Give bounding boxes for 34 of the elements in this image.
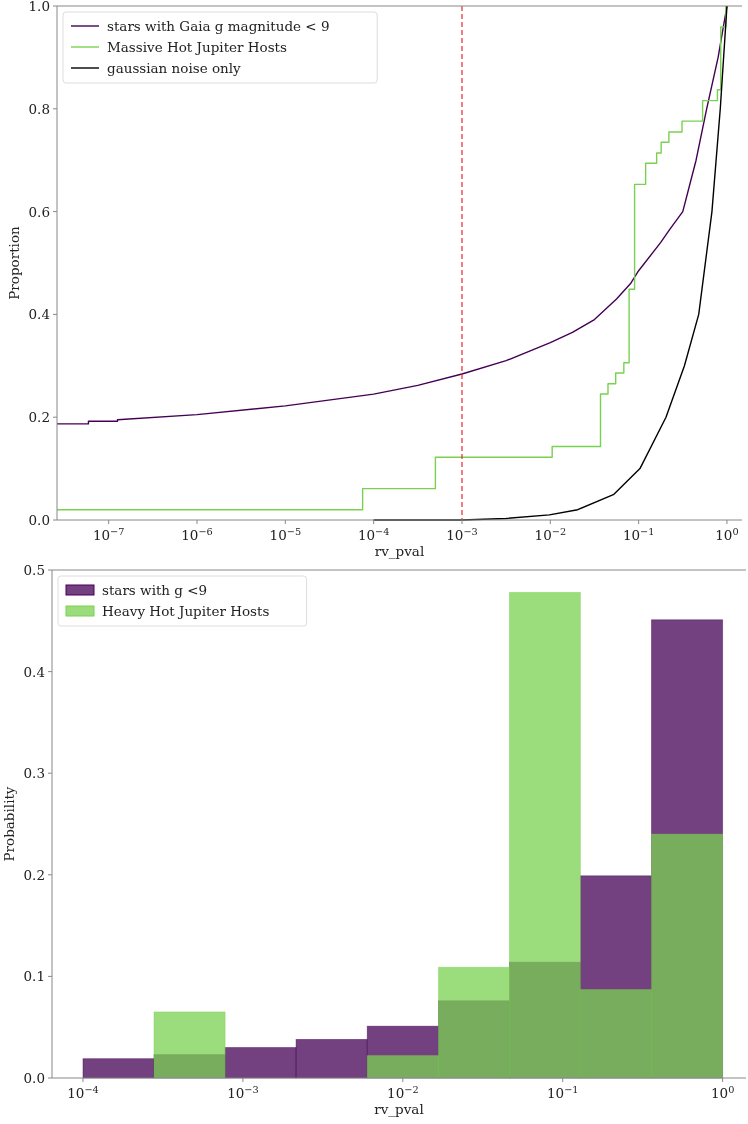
y-axis-title: Probability <box>1 786 17 862</box>
x-tick-label: 10$^{−2}$ <box>534 525 567 543</box>
y-tick-label: 0.0 <box>28 512 50 528</box>
x-tick-label: 10$^{−3}$ <box>227 1083 259 1101</box>
y-tick-label: 0.2 <box>23 866 45 883</box>
y-tick-label: 0.1 <box>23 968 45 985</box>
y-axis-title: Proportion <box>6 225 22 300</box>
y-tick-label: 0.2 <box>28 409 50 426</box>
legend-label: Heavy Hot Jupiter Hosts <box>102 603 270 619</box>
y-tick-label: 1.0 <box>28 0 50 14</box>
x-tick-label: 10$^{−1}$ <box>622 525 655 543</box>
x-tick-label: 10$^{−5}$ <box>269 525 302 543</box>
legend-label: Massive Hot Jupiter Hosts <box>107 39 288 55</box>
x-tick-label: 10$^{−7}$ <box>92 525 125 543</box>
legend-label: gaussian noise only <box>107 60 242 76</box>
y-tick-label: 0.8 <box>28 100 50 117</box>
y-tick-label: 0.0 <box>23 1070 45 1086</box>
x-tick-label: 10$^{−4}$ <box>67 1083 99 1101</box>
y-tick-label: 0.4 <box>23 663 45 680</box>
x-tick-label: 10$^{−3}$ <box>446 525 478 543</box>
x-tick-label: 10$^{−2}$ <box>387 1083 419 1101</box>
y-tick-label: 0.5 <box>23 562 45 578</box>
legend-label: stars with g <9 <box>102 582 208 598</box>
y-tick-label: 0.6 <box>28 203 50 220</box>
x-tick-label: 10$^{0}$ <box>715 525 739 543</box>
x-tick-label: 10$^{0}$ <box>710 1083 735 1101</box>
x-axis-title: rv_pval <box>374 543 425 559</box>
legend-label: stars with Gaia g magnitude < 9 <box>107 18 330 34</box>
x-tick-label: 10$^{−1}$ <box>546 1083 579 1101</box>
x-tick-label: 10$^{−4}$ <box>357 525 390 543</box>
x-tick-label: 10$^{−6}$ <box>181 525 213 543</box>
y-tick-label: 0.4 <box>28 306 50 323</box>
y-tick-label: 0.3 <box>23 765 45 782</box>
x-axis-title: rv_pval <box>374 1101 424 1117</box>
